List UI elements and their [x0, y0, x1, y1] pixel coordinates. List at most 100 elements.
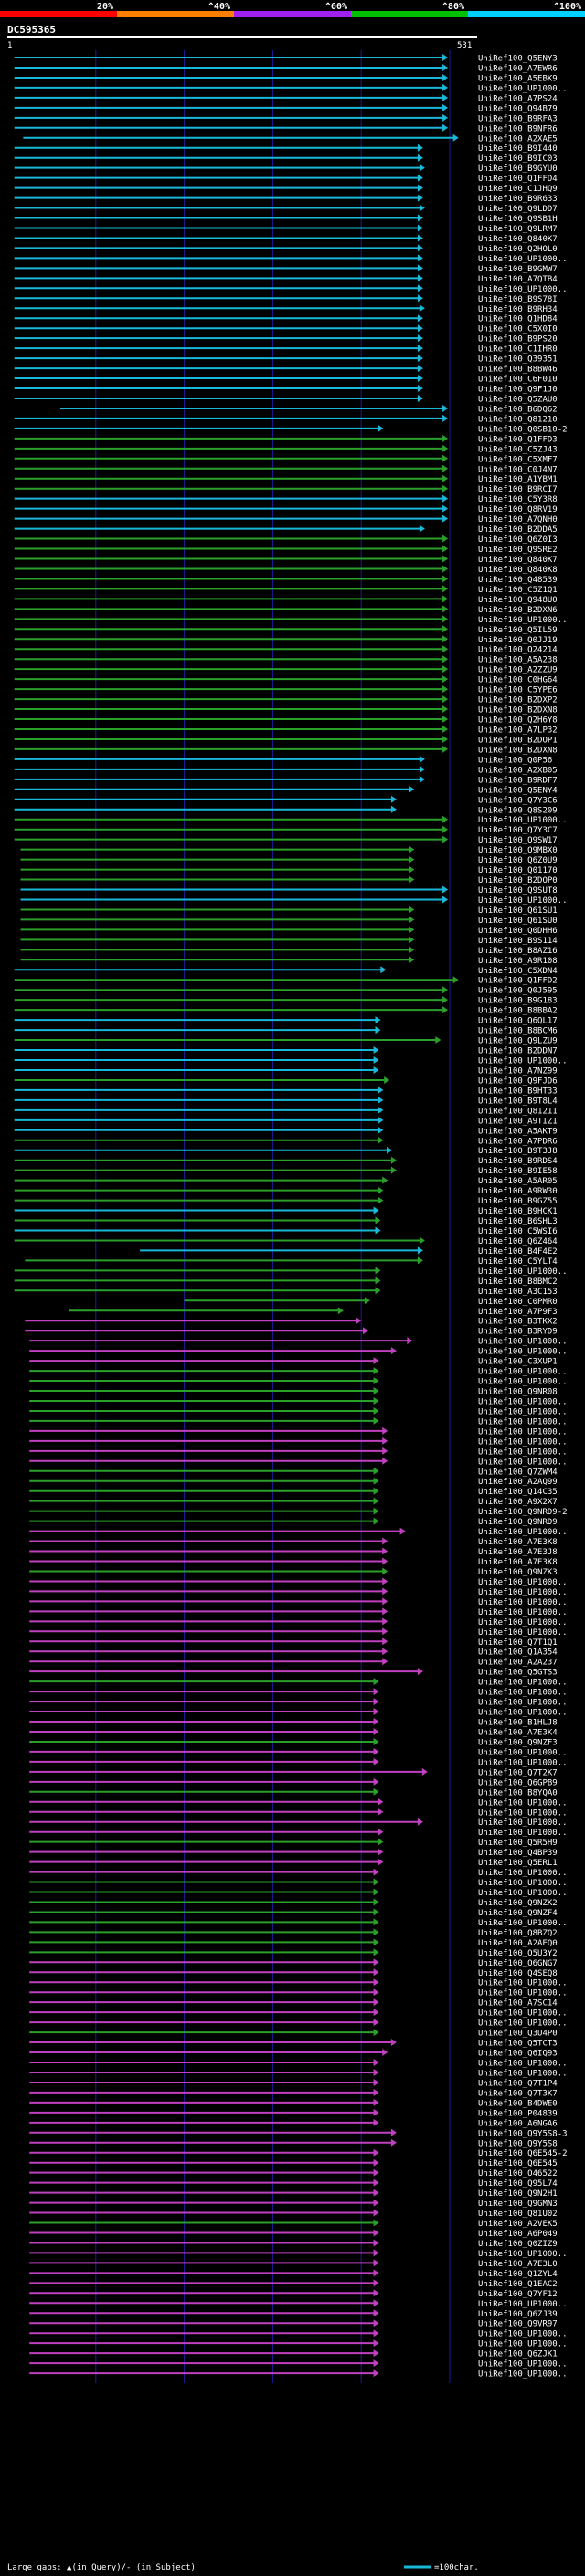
hit-label: UniRef100_Q5ENY4 — [478, 786, 558, 795]
hit-label: UniRef100_Q0P56 — [478, 756, 552, 765]
hit-label: UniRef100_B2DDN7 — [478, 1047, 558, 1056]
hit-label: UniRef100_B3RYD9 — [478, 1328, 558, 1337]
hit-label: UniRef100_A7E3J8 — [478, 1548, 558, 1557]
hit-arrowhead — [337, 1307, 344, 1315]
hit-label: UniRef100_UP1000.. — [478, 1808, 568, 1818]
hit-arrowhead — [442, 103, 449, 111]
hit-label: UniRef100_Q7ZWM4 — [478, 1468, 558, 1477]
hit-arrowhead — [373, 1878, 379, 1886]
hit-label: UniRef100_UP1000.. — [478, 1267, 568, 1277]
hit-arrowhead — [373, 1387, 379, 1395]
hit-arrowhead — [373, 1708, 379, 1716]
hit-label: UniRef100_B9RDF7 — [478, 776, 558, 785]
hit-label: UniRef100_C1IHR0 — [478, 345, 558, 355]
hit-arrowhead — [373, 2349, 379, 2358]
hit-arrowhead — [442, 484, 449, 493]
hit-label: UniRef100_Q1HD84 — [478, 315, 558, 324]
hit-arrowhead — [442, 93, 449, 101]
hit-label: UniRef100_UP1000.. — [478, 1057, 568, 1066]
hit-arrowhead — [382, 1627, 388, 1636]
hit-label: UniRef100_B2DXN6 — [478, 606, 558, 615]
hit-label: UniRef100_B2DXN8 — [478, 746, 558, 755]
hit-arrowhead — [419, 525, 425, 533]
hit-label: UniRef100_B9RCI7 — [478, 485, 558, 494]
hit-label: UniRef100_Q9FJD6 — [478, 1076, 558, 1086]
scale-segment — [351, 11, 468, 17]
hit-label: UniRef100_B9IC03 — [478, 154, 558, 164]
hit-label: UniRef100_B4DWE0 — [478, 2099, 558, 2108]
hit-label: UniRef100_B9HT33 — [478, 1087, 558, 1096]
hit-label: UniRef100_B9PS20 — [478, 335, 558, 345]
hit-arrowhead — [382, 1547, 388, 1555]
hit-label: UniRef100_Q9MBX0 — [478, 846, 558, 855]
hit-arrowhead — [373, 2029, 379, 2037]
hit-label: UniRef100_Q6E545 — [478, 2159, 558, 2168]
hit-rows: UniRef100_Q5ENY3UniRef100_A7EWR6UniRef10… — [14, 54, 568, 2380]
hit-label: UniRef100_B9HCK1 — [478, 1207, 558, 1216]
hit-arrowhead — [442, 645, 449, 653]
hit-arrowhead — [442, 1006, 449, 1014]
hit-arrowhead — [419, 164, 425, 172]
hit-label: UniRef100_A7P9F3 — [478, 1308, 558, 1317]
hit-arrowhead — [373, 1747, 379, 1755]
hit-arrowhead — [382, 1577, 388, 1585]
hit-label: UniRef100_UP1000.. — [478, 616, 568, 625]
hit-label: UniRef100_UP1000.. — [478, 1758, 568, 1767]
scale-segment — [468, 11, 585, 17]
hit-arrowhead — [452, 976, 459, 984]
hit-arrowhead — [442, 716, 449, 724]
hit-arrowhead — [419, 204, 425, 212]
hit-label: UniRef100_A5A238 — [478, 656, 558, 665]
hit-arrowhead — [373, 2019, 379, 2027]
hit-arrowhead — [373, 1367, 379, 1375]
hit-label: UniRef100_B2DXN8 — [478, 706, 558, 716]
hit-label: UniRef100_A2AEQ0 — [478, 1939, 558, 1948]
hit-arrowhead — [417, 264, 423, 272]
hit-arrowhead — [373, 1928, 379, 1936]
hit-label: UniRef100_A7SC14 — [478, 1999, 558, 2009]
hit-arrowhead — [378, 1858, 384, 1866]
hit-label: UniRef100_B4F4E2 — [478, 1247, 558, 1256]
hit-arrowhead — [378, 1126, 384, 1134]
hit-arrowhead — [378, 1807, 384, 1816]
query-bar — [7, 36, 477, 38]
hit-label: UniRef100_Q840K7 — [478, 235, 558, 244]
hit-label: UniRef100_B9S114 — [478, 937, 558, 946]
hit-label: UniRef100_A2ZZU9 — [478, 666, 558, 675]
hit-arrowhead — [382, 1607, 388, 1616]
hit-label: UniRef100_Q1FFD3 — [478, 435, 558, 444]
hit-label: UniRef100_UP1000.. — [478, 1919, 568, 1928]
hit-label: UniRef100_Q840K7 — [478, 556, 558, 565]
hit-label: UniRef100_UP1000.. — [478, 2370, 568, 2380]
hit-arrowhead — [442, 695, 449, 704]
hit-label: UniRef100_Q9NR08 — [478, 1388, 558, 1397]
hit-arrowhead — [417, 143, 423, 152]
hit-arrowhead — [417, 355, 423, 363]
hit-label: UniRef100_UP1000.. — [478, 1338, 568, 1347]
hit-label: UniRef100_Q9NZF3 — [478, 1738, 558, 1747]
hit-label: UniRef100_UP1000.. — [478, 84, 568, 93]
hit-label: UniRef100_A2AQ99 — [478, 1478, 558, 1487]
hit-label: UniRef100_B9T8L4 — [478, 1097, 558, 1106]
identity-color-scale: 20% ^40% ^60% ^80% ^100% — [0, 2, 585, 17]
hit-label: UniRef100_UP1000.. — [478, 2330, 568, 2339]
hit-arrowhead — [442, 996, 449, 1004]
hit-label: UniRef100_A7EWR6 — [478, 64, 558, 73]
hit-label: UniRef100_C5YPE6 — [478, 686, 558, 695]
hit-label: UniRef100_Q948U0 — [478, 596, 558, 605]
hit-arrowhead — [382, 1648, 388, 1656]
hit-label: UniRef100_Q7T1P4 — [478, 2079, 558, 2088]
hit-arrowhead — [442, 585, 449, 593]
hit-arrowhead — [417, 324, 423, 333]
hit-label: UniRef100_Q81210 — [478, 415, 558, 424]
hit-label: UniRef100_B9RDS4 — [478, 1157, 558, 1166]
hit-arrowhead — [382, 1537, 388, 1545]
hit-label: UniRef100_Q4BP39 — [478, 1849, 558, 1858]
hit-arrowhead — [407, 1337, 413, 1345]
hit-label: UniRef100_Q9VR97 — [478, 2320, 558, 2329]
hit-label: UniRef100_C5Y3R8 — [478, 495, 558, 504]
hit-label: UniRef100_Q9Y5S8 — [478, 2139, 558, 2148]
hit-label: UniRef100_UP1000.. — [478, 1679, 568, 1688]
hit-arrowhead — [373, 1487, 379, 1495]
hit-label: UniRef100_A7NZ99 — [478, 1066, 558, 1076]
